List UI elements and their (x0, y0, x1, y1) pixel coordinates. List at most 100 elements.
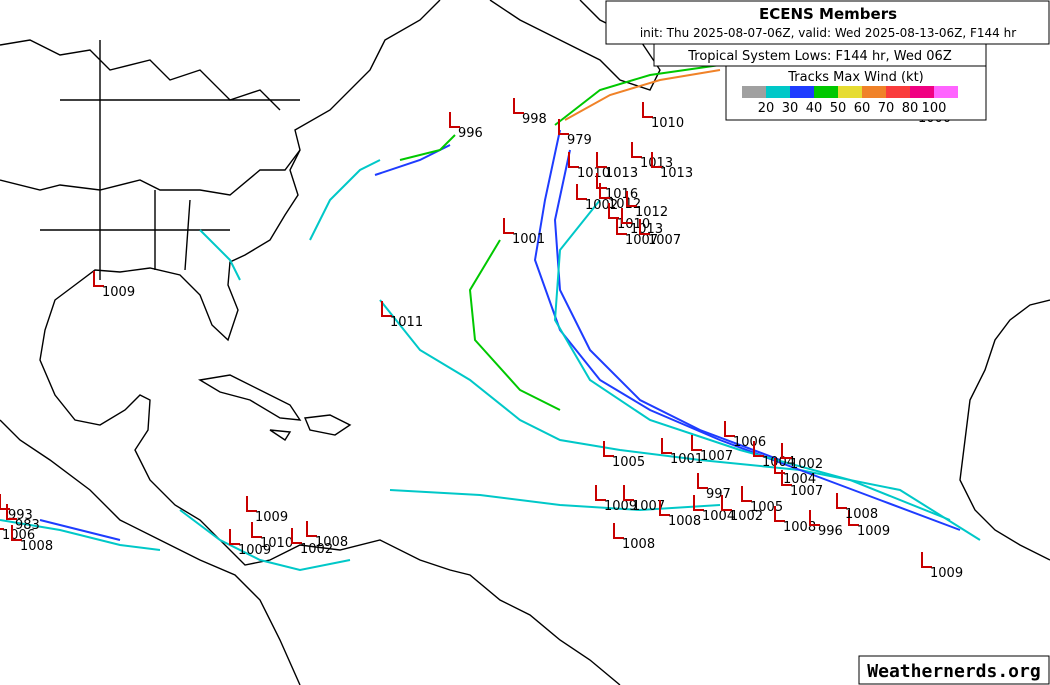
low-marker (291, 528, 302, 544)
low-marker (599, 183, 610, 199)
subtitle: init: Thu 2025-08-07-06Z, valid: Wed 202… (640, 26, 1016, 40)
low-marker (697, 473, 708, 489)
low-marker (613, 523, 624, 539)
low-pressure: 1013 (660, 166, 693, 181)
low-marker (753, 441, 764, 457)
low-pressure: 1005 (750, 500, 783, 515)
low-pressure: 1008 (668, 514, 701, 529)
lows-title: Tropical System Lows: F144 hr, Wed 06Z (687, 49, 952, 64)
low-marker (595, 485, 606, 501)
low-pressure: 1009 (255, 510, 288, 525)
low-pressure: 1010 (260, 536, 293, 551)
legend-swatch (862, 86, 886, 98)
low-pressure: 1004 (783, 472, 816, 487)
legend-swatch (838, 86, 862, 98)
low-marker (809, 510, 820, 526)
low-marker (381, 301, 392, 317)
legend-swatch (766, 86, 790, 98)
low-pressure: 1006 (733, 435, 766, 450)
low-marker (608, 203, 619, 219)
low-pressure: 1009 (604, 499, 637, 514)
low-marker (651, 152, 662, 168)
low-pressure: 996 (818, 524, 843, 539)
low-pressure: 1006 (2, 528, 35, 543)
low-marker (724, 421, 735, 437)
low-marker (576, 184, 587, 200)
low-marker (503, 218, 514, 234)
low-marker (229, 529, 240, 545)
low-marker (616, 219, 627, 235)
low-marker (623, 485, 634, 501)
low-pressure: 1007 (648, 233, 681, 248)
header-box: ECENS Members init: Thu 2025-08-07-06Z, … (605, 0, 1050, 67)
low-pressure: 1008 (845, 507, 878, 522)
low-marker (642, 102, 653, 118)
low-marker (691, 435, 702, 451)
low-pressure: 1011 (390, 315, 423, 330)
legend-swatch (742, 86, 766, 98)
low-marker (848, 510, 859, 526)
low-pressure: 1004 (702, 509, 735, 524)
legend-label: 80 (902, 101, 919, 116)
low-pressure: 1009 (238, 543, 271, 558)
low-marker (513, 98, 524, 114)
legend-label: 20 (758, 101, 775, 116)
low-pressure: 1005 (612, 455, 645, 470)
low-marker (603, 441, 614, 457)
low-pressure: 1007 (625, 233, 658, 248)
low-marker (741, 486, 752, 502)
low-marker (596, 173, 607, 189)
low-marker (0, 528, 4, 530)
low-marker (246, 496, 257, 512)
low-pressure: 1008 (622, 537, 655, 552)
low-pressure: 1009 (857, 524, 890, 539)
header-frame (605, 0, 1050, 45)
low-pressure: 1001 (512, 232, 545, 247)
legend: Tracks Max Wind (kt) 20 30 40 50 60 70 80 100 (725, 65, 987, 121)
low-pressure: 996 (458, 126, 483, 141)
low-marker (631, 142, 642, 158)
low-pressure: 1007 (700, 449, 733, 464)
low-marker (558, 119, 569, 135)
tracks (0, 64, 981, 572)
legend-label: 60 (854, 101, 871, 116)
low-pressure: 1002 (300, 542, 333, 557)
low-pressure: 1008 (20, 539, 53, 554)
low-marker (93, 271, 104, 287)
low-pressure: 1016 (605, 187, 638, 202)
low-pressure: 1007 (632, 499, 665, 514)
title: ECENS Members (759, 5, 897, 23)
lows: 9969989791010101310131010101310161002101… (0, 97, 963, 581)
low-pressure: 1009 (930, 566, 963, 581)
low-marker (306, 521, 317, 537)
low-marker (781, 443, 792, 459)
low-marker (836, 493, 847, 509)
low-marker (781, 470, 792, 486)
legend-label: 40 (806, 101, 823, 116)
low-pressure: 1007 (790, 484, 823, 499)
low-pressure: 1008 (315, 535, 348, 550)
watermark: Weathernerds.org (867, 661, 1040, 682)
watermark-frame (858, 655, 1050, 685)
legend-swatch (814, 86, 838, 98)
legend-swatch (934, 86, 958, 98)
low-marker (6, 504, 17, 520)
low-pressure: 1013 (605, 166, 638, 181)
low-marker (596, 152, 607, 168)
low-marker (659, 500, 670, 516)
low-marker (774, 506, 785, 522)
low-pressure: 997 (706, 487, 731, 502)
low-pressure: 979 (567, 133, 592, 148)
legend-label: 30 (782, 101, 799, 116)
low-marker (921, 552, 932, 568)
low-pressure: 1013 (630, 222, 663, 237)
legend-swatch (910, 86, 934, 98)
low-marker (449, 112, 460, 128)
low-marker (693, 495, 704, 511)
low-marker (626, 191, 637, 207)
low-pressure: 1013 (640, 156, 673, 171)
legend-swatch (886, 86, 910, 98)
low-pressure: 1009 (102, 285, 135, 300)
